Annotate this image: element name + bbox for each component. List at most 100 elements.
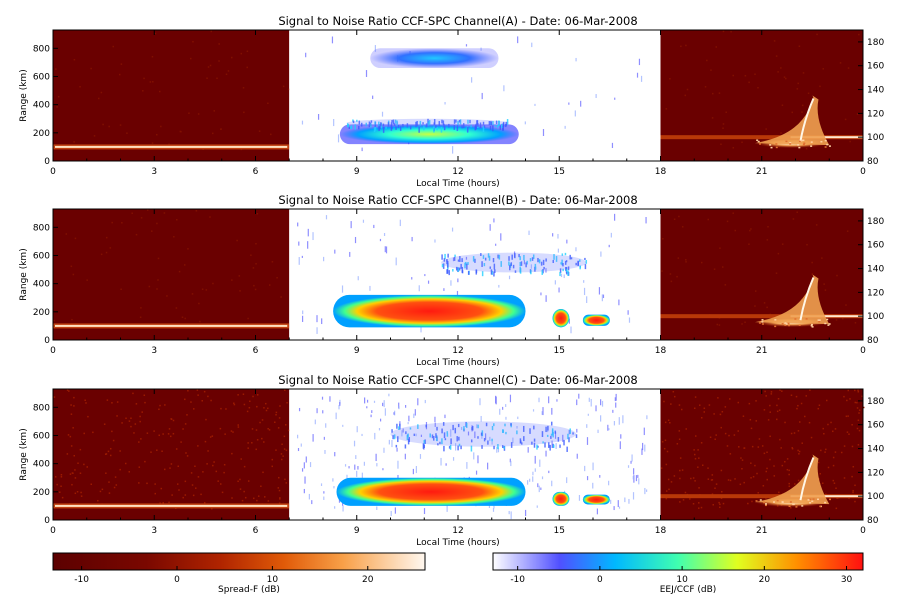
echo-band (333, 294, 526, 328)
noise-speck (267, 407, 269, 410)
echo-band-speck (565, 272, 568, 275)
echo-noise (404, 453, 406, 460)
echo-noise (398, 406, 400, 410)
noise-speck (194, 465, 196, 468)
noise-speck (201, 288, 204, 290)
noise-speck (154, 492, 157, 495)
echo-band-speck (425, 123, 428, 128)
noise-speck (261, 419, 264, 421)
echo-noise (401, 430, 403, 437)
noise-speck (144, 460, 146, 463)
echo-noise (361, 472, 363, 480)
echo-band-speck (441, 263, 444, 268)
echo-noise (415, 433, 417, 437)
echo-noise (542, 407, 544, 416)
echo-noise (586, 476, 589, 481)
noise-speck (278, 489, 281, 492)
noise-speck (178, 489, 180, 491)
echo-band-speck (494, 269, 496, 273)
echo-band-speck (495, 120, 498, 124)
y-tick-label-right: 180 (867, 397, 884, 407)
noise-speck (784, 421, 786, 424)
echo-band (441, 252, 587, 273)
noise-speck (854, 500, 856, 503)
echo-band-speck (428, 120, 431, 125)
echo-noise (610, 499, 612, 504)
x-tick-label: 0 (860, 526, 866, 536)
echo-band-speck (457, 259, 460, 262)
echo-noise (434, 416, 436, 423)
echo-band-speck (533, 438, 536, 442)
noise-speck (798, 45, 801, 48)
echo-noise (628, 498, 630, 504)
echo-noise (586, 424, 588, 428)
echo-band-speck (500, 123, 503, 129)
plume-speck (794, 318, 797, 320)
noise-speck (769, 458, 771, 461)
plume-speck (775, 146, 778, 149)
noise-speck (710, 479, 713, 481)
noise-speck (111, 430, 113, 433)
noise-speck (661, 441, 664, 443)
noise-speck (754, 73, 756, 75)
noise-speck (749, 418, 752, 421)
echo-noise (612, 409, 614, 413)
echo-band-speck (471, 427, 473, 431)
noise-speck (150, 451, 152, 453)
echo-noise (308, 493, 310, 500)
echo-band-speck (545, 426, 547, 433)
noise-speck (797, 430, 800, 432)
x-tick-label: 18 (655, 346, 667, 356)
echo-band-speck (584, 264, 587, 270)
noise-speck (175, 448, 178, 450)
noise-speck (825, 448, 827, 451)
echo-band-speck (399, 126, 402, 131)
noise-speck (67, 434, 70, 436)
plume-speck (824, 139, 827, 142)
noise-speck (732, 212, 734, 214)
echo-band-speck (480, 432, 483, 436)
noise-speck (158, 408, 160, 411)
noise-speck (190, 472, 193, 474)
echo-noise (356, 426, 358, 433)
echo-band-speck (406, 435, 409, 441)
echo-noise (366, 399, 369, 403)
noise-speck (839, 62, 842, 64)
noise-speck (679, 469, 681, 472)
noise-speck (791, 447, 794, 449)
echo-band-speck (393, 434, 396, 440)
noise-speck (781, 243, 784, 245)
echo-noise (487, 462, 489, 470)
noise-speck (251, 428, 254, 430)
y-axis-label: Range (km) (19, 69, 29, 121)
noise-speck (183, 264, 186, 266)
noise-speck (120, 63, 123, 65)
echo-band-speck (540, 261, 543, 266)
echo-band-speck (440, 126, 443, 133)
noise-speck (699, 404, 701, 406)
noise-speck (246, 50, 249, 53)
noise-speck (721, 410, 724, 413)
noise-speck (189, 57, 192, 60)
echo-noise (523, 260, 526, 265)
echo-band-speck (456, 126, 459, 132)
echo-noise (540, 292, 542, 296)
noise-speck (224, 433, 226, 435)
echo-band-speck (475, 269, 478, 273)
echo-noise (334, 452, 336, 457)
noise-speck (169, 467, 171, 469)
echo-noise (632, 492, 635, 500)
noise-speck (207, 450, 209, 452)
noise-speck (701, 464, 704, 466)
echo-noise (366, 406, 368, 409)
echo-band-speck (456, 436, 458, 442)
echo-noise (417, 398, 419, 406)
echo-noise (644, 487, 646, 495)
noise-speck (213, 110, 216, 112)
noise-speck (849, 398, 851, 400)
echo-noise (638, 478, 640, 485)
noise-speck (808, 421, 811, 424)
noise-speck (664, 421, 667, 424)
noise-speck (662, 238, 664, 240)
